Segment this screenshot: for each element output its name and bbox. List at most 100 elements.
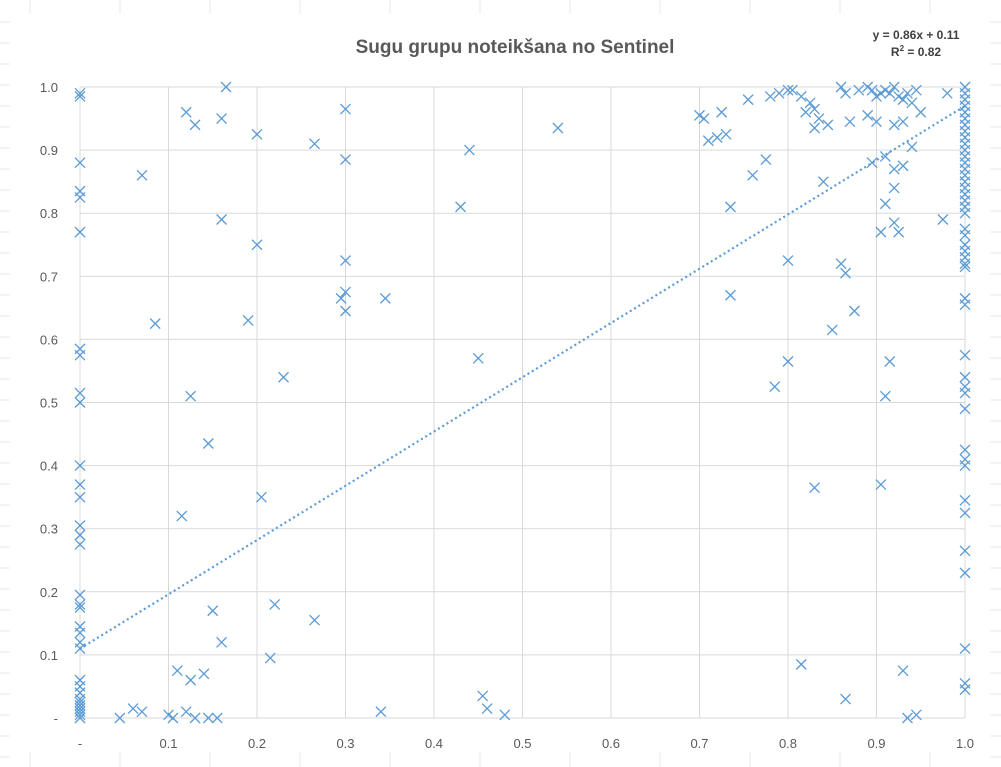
data-point-stroke <box>897 94 909 106</box>
data-point-stroke <box>264 652 276 664</box>
data-point-stroke <box>180 706 192 718</box>
data-point <box>711 132 723 143</box>
trendline <box>79 104 966 650</box>
data-point-stroke <box>694 109 705 121</box>
data-point <box>463 144 475 156</box>
data-point <box>910 84 922 96</box>
trendline-equation: y = 0.86x + 0.11 <box>873 28 960 42</box>
data-point-stroke <box>747 169 759 181</box>
data-point <box>198 668 210 680</box>
data-point-stroke <box>888 163 900 175</box>
data-point <box>375 706 387 718</box>
data-point-stroke <box>848 305 860 317</box>
data-point-stroke <box>477 690 489 702</box>
data-point <box>269 598 281 610</box>
data-point <box>251 239 263 251</box>
data-point-stroke <box>711 132 723 143</box>
data-point <box>862 109 874 121</box>
data-point-stroke <box>171 665 183 677</box>
data-point-stroke <box>74 349 86 361</box>
data-point <box>844 116 856 128</box>
data-point <box>884 356 896 367</box>
data-point <box>809 103 821 115</box>
data-point-stroke <box>340 305 351 317</box>
data-point-stroke <box>455 201 467 213</box>
data-point-stroke <box>840 267 851 279</box>
data-point <box>893 226 905 238</box>
data-point-stroke <box>906 141 918 153</box>
data-point <box>74 602 86 614</box>
data-point <box>959 545 971 557</box>
data-point-stroke <box>185 674 197 686</box>
data-point-stroke <box>809 103 821 115</box>
data-point <box>455 201 467 213</box>
data-point <box>207 605 219 617</box>
data-point <box>959 444 971 456</box>
data-point-stroke <box>959 387 971 399</box>
x-tick-label: 0.4 <box>425 736 443 751</box>
data-point <box>795 91 807 102</box>
data-point <box>888 217 900 229</box>
data-point-stroke <box>959 299 971 311</box>
data-point <box>74 479 86 490</box>
data-point-stroke <box>844 116 856 128</box>
data-point-stroke <box>959 207 971 219</box>
data-point <box>888 119 900 131</box>
data-point <box>340 255 351 266</box>
y-tick-label: 0.9 <box>40 143 58 158</box>
data-point-stroke <box>114 712 126 724</box>
data-point-stroke <box>764 91 776 102</box>
data-point <box>959 643 971 655</box>
data-point <box>959 460 971 472</box>
data-point-stroke <box>786 84 798 96</box>
data-point-stroke <box>335 292 347 304</box>
data-point-stroke <box>893 91 905 102</box>
data-point <box>902 87 913 99</box>
data-point-stroke <box>74 627 86 639</box>
data-point-stroke <box>720 128 732 140</box>
data-point <box>937 214 949 225</box>
data-point <box>959 299 971 311</box>
data-point <box>879 390 891 402</box>
data-point <box>477 690 489 702</box>
data-point-stroke <box>840 693 851 705</box>
data-point-stroke <box>136 706 148 718</box>
data-point-stroke <box>959 494 971 506</box>
data-point <box>180 106 192 118</box>
data-point-stroke <box>189 712 201 724</box>
y-axis-tick-labels: - 0.1 0.2 0.3 0.4 0.5 0.6 0.7 0.8 0.9 1.0 <box>40 80 58 726</box>
data-point-stroke <box>499 709 511 721</box>
data-point-stroke <box>782 255 794 266</box>
data-point <box>742 94 754 106</box>
data-point-stroke <box>340 103 351 115</box>
data-point <box>809 122 821 134</box>
data-point <box>340 103 351 115</box>
data-point-stroke <box>74 157 86 169</box>
r2-letter: R <box>891 45 900 59</box>
data-point-stroke <box>220 81 232 93</box>
data-point <box>906 97 918 109</box>
data-point <box>835 258 847 270</box>
data-point-stroke <box>888 217 900 229</box>
data-point <box>959 207 971 219</box>
data-point-stroke <box>813 113 825 125</box>
data-point <box>552 122 564 134</box>
data-point-stroke <box>375 706 387 718</box>
data-point-stroke <box>481 703 493 714</box>
data-point <box>340 305 351 317</box>
x-tick-label: 0.5 <box>513 736 531 751</box>
data-point-stroke <box>959 567 971 579</box>
data-point-stroke <box>163 709 174 721</box>
data-point <box>472 352 484 364</box>
data-point-stroke <box>941 87 953 99</box>
data-point <box>499 709 511 721</box>
data-point-stroke <box>309 614 320 626</box>
data-point-stroke <box>817 176 829 188</box>
data-point <box>822 119 834 131</box>
data-point <box>216 636 228 648</box>
data-point <box>897 160 909 172</box>
x-tick-label: 0.1 <box>159 736 177 751</box>
data-point <box>74 598 86 610</box>
data-point <box>309 614 320 626</box>
